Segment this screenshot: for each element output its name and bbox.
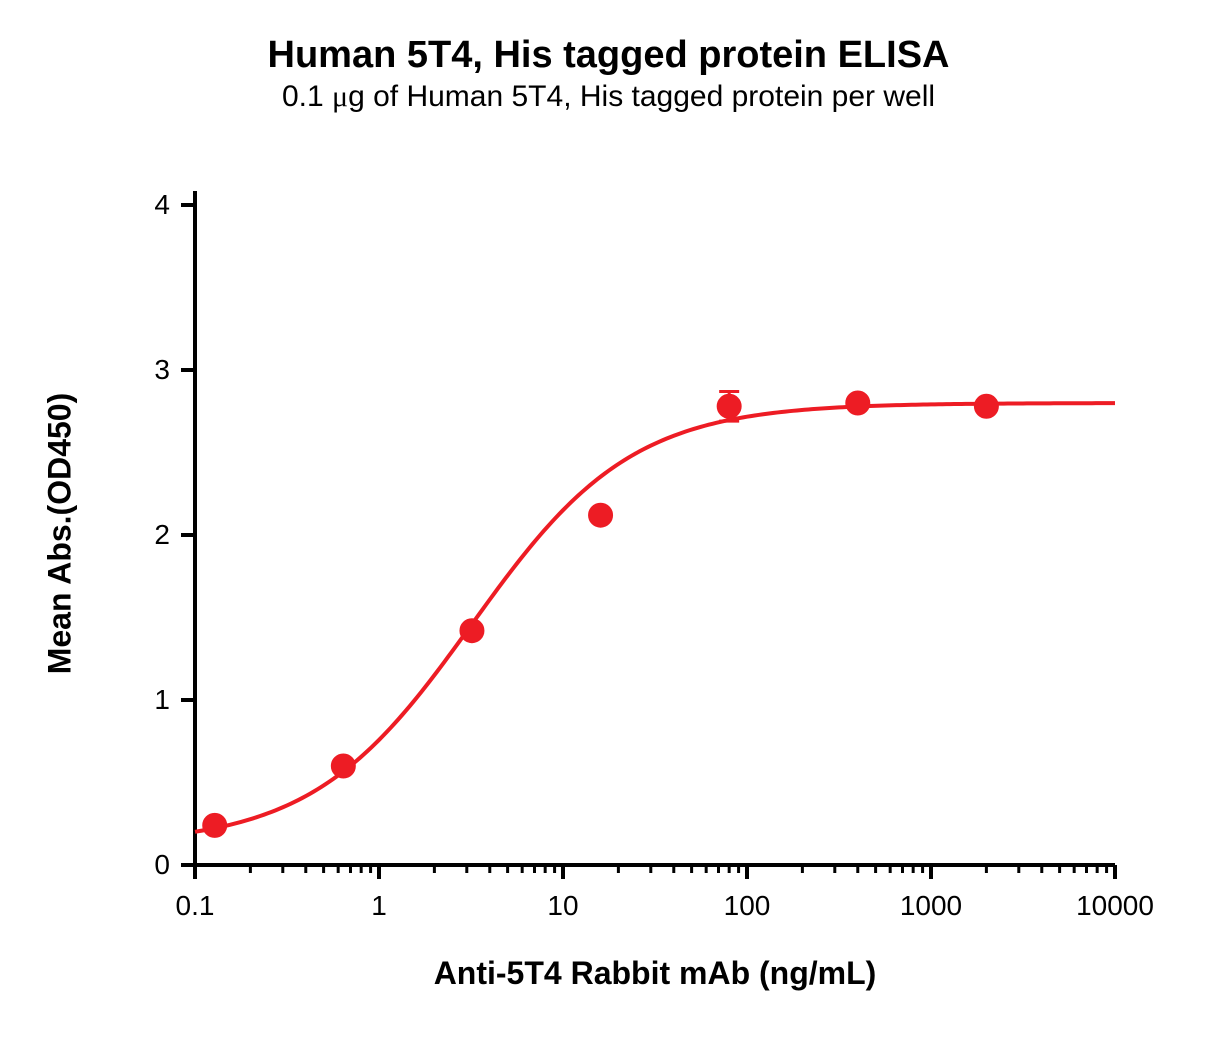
y-tick-label: 1 bbox=[154, 684, 170, 716]
y-tick-label: 4 bbox=[154, 189, 170, 221]
data-point bbox=[974, 394, 998, 418]
x-tick-label: 1000 bbox=[871, 890, 991, 922]
x-tick-label: 10 bbox=[503, 890, 623, 922]
plot-svg bbox=[0, 0, 1217, 1044]
y-tick-label: 3 bbox=[154, 354, 170, 386]
x-tick-label: 0.1 bbox=[135, 890, 255, 922]
data-point bbox=[460, 619, 484, 643]
x-tick-label: 100 bbox=[687, 890, 807, 922]
y-tick-label: 0 bbox=[154, 849, 170, 881]
data-point bbox=[331, 754, 355, 778]
x-tick-label: 1 bbox=[319, 890, 439, 922]
data-point bbox=[846, 391, 870, 415]
data-point bbox=[717, 394, 741, 418]
y-tick-label: 2 bbox=[154, 519, 170, 551]
x-tick-label: 10000 bbox=[1055, 890, 1175, 922]
figure-canvas: Human 5T4, His tagged protein ELISA 0.1 … bbox=[0, 0, 1217, 1044]
data-point bbox=[203, 813, 227, 837]
data-point bbox=[589, 503, 613, 527]
